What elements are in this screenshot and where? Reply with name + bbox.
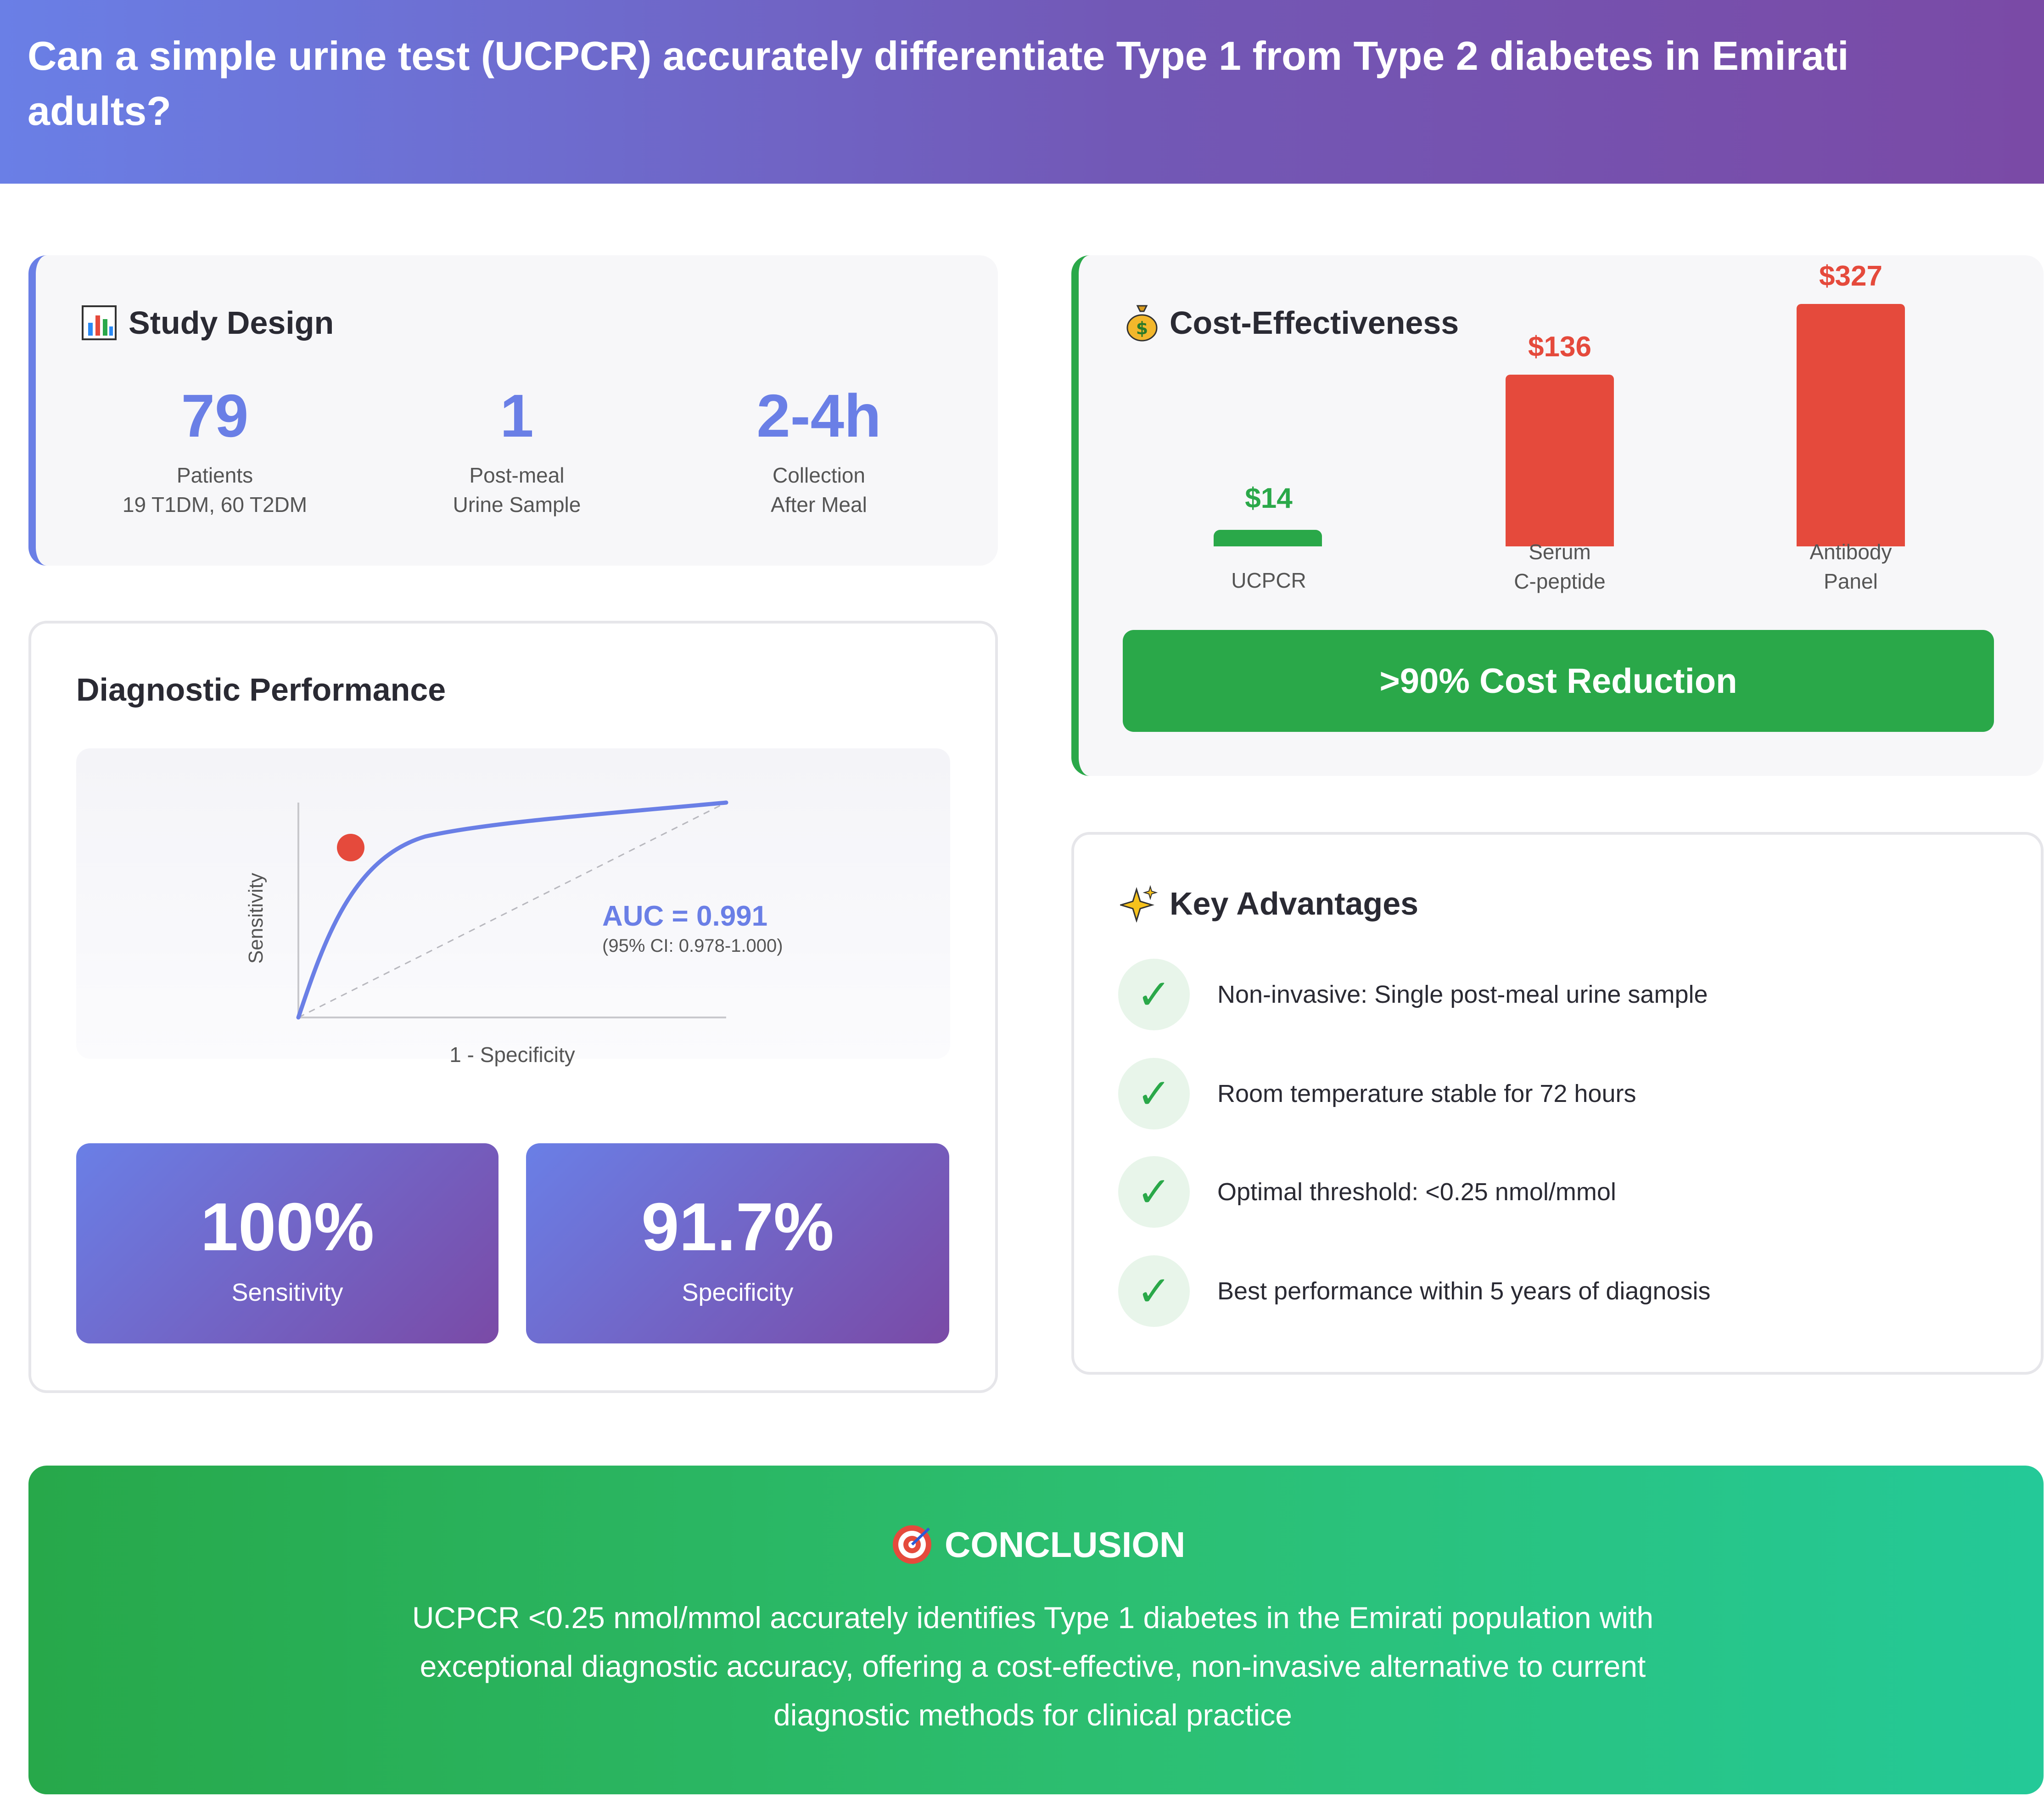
advantage-item: ✓ Best performance within 5 years of dia… xyxy=(1118,1255,1711,1327)
price-serum: $136 xyxy=(1528,331,1591,363)
roc-ci: (95% CI: 0.978-1.000) xyxy=(602,936,783,956)
stat-value: 2-4h xyxy=(756,382,881,450)
target-icon xyxy=(891,1524,933,1565)
roc-curve xyxy=(296,800,728,1020)
study-design-card xyxy=(28,255,998,566)
stat-label: Collection xyxy=(773,463,865,487)
advantages-title: Key Advantages xyxy=(1170,886,1419,921)
stat-label: Post-meal xyxy=(469,463,565,487)
sensitivity-label: Sensitivity xyxy=(231,1279,343,1306)
price-antibody: $327 xyxy=(1819,260,1882,292)
check-icon: ✓ xyxy=(1118,1156,1190,1228)
bar-label-line2: Panel xyxy=(1824,569,1878,593)
cost-reduction-banner: >90% Cost Reduction xyxy=(1123,630,1994,732)
bar-label-line2: C-peptide xyxy=(1514,569,1606,593)
stat-label: Patients xyxy=(176,463,253,487)
conclusion-card xyxy=(28,1466,2044,1794)
roc-optimal-point xyxy=(337,834,364,861)
bar-label-antibody: Antibody Panel xyxy=(1782,537,1920,596)
svg-text:$: $ xyxy=(1136,318,1148,338)
advantage-item: ✓ Room temperature stable for 72 hours xyxy=(1118,1058,1636,1129)
specificity-box: 91.7% Specificity xyxy=(526,1143,949,1343)
bar-ucpcr xyxy=(1214,530,1322,546)
conclusion-header: CONCLUSION xyxy=(891,1522,1185,1568)
stat-sublabel: Urine Sample xyxy=(453,493,581,517)
bar-chart-icon xyxy=(82,305,117,340)
bar-antibody xyxy=(1797,304,1905,546)
specificity-value: 91.7% xyxy=(641,1189,834,1265)
stat-value: 79 xyxy=(181,382,249,450)
sparkles-icon xyxy=(1118,885,1158,923)
sensitivity-box: 100% Sensitivity xyxy=(76,1143,498,1343)
money-bag-icon: $ xyxy=(1126,304,1159,342)
bar-label-line1: Antibody xyxy=(1809,540,1892,564)
bar-label-ucpcr: UCPCR xyxy=(1231,568,1306,592)
bar-label-serum: Serum C-peptide xyxy=(1491,537,1629,596)
advantage-text: Non-invasive: Single post-meal urine sam… xyxy=(1217,981,1708,1008)
check-icon: ✓ xyxy=(1118,959,1190,1030)
cost-title: Cost-Effectiveness xyxy=(1170,305,1459,341)
roc-y-label-wrap: Sensitivity xyxy=(224,873,288,964)
roc-chart-panel xyxy=(76,748,950,1059)
check-icon: ✓ xyxy=(1118,1058,1190,1129)
advantage-item: ✓ Non-invasive: Single post-meal urine s… xyxy=(1118,959,1708,1030)
check-icon: ✓ xyxy=(1118,1255,1190,1327)
diagnostic-title: Diagnostic Performance xyxy=(76,672,446,708)
header-banner: Can a simple urine test (UCPCR) accurate… xyxy=(0,0,2044,184)
advantage-text: Optimal threshold: <0.25 nmol/mmol xyxy=(1217,1178,1616,1206)
stat-sublabel: 19 T1DM, 60 T2DM xyxy=(122,493,308,517)
conclusion-text: UCPCR <0.25 nmol/mmol accurately identif… xyxy=(412,1601,1654,1732)
advantages-header: Key Advantages xyxy=(1118,882,1419,926)
stat-value: 1 xyxy=(500,382,534,450)
advantage-text: Room temperature stable for 72 hours xyxy=(1217,1080,1636,1107)
bar-serum xyxy=(1506,375,1614,546)
key-advantages-card xyxy=(1071,832,2044,1375)
stat-patients: 79 Patients 19 T1DM, 60 T2DM xyxy=(77,381,353,519)
specificity-label: Specificity xyxy=(682,1279,794,1306)
price-ucpcr: $14 xyxy=(1245,483,1293,514)
roc-reference-line xyxy=(298,802,727,1018)
stat-collection: 2-4h Collection After Meal xyxy=(681,381,957,519)
advantage-item: ✓ Optimal threshold: <0.25 nmol/mmol xyxy=(1118,1156,1616,1228)
cost-header: $ Cost-Effectiveness xyxy=(1126,302,1459,343)
study-design-header: Study Design xyxy=(82,302,334,343)
roc-auc: AUC = 0.991 xyxy=(602,900,768,932)
stat-sublabel: After Meal xyxy=(771,493,867,517)
conclusion-title: CONCLUSION xyxy=(945,1524,1186,1565)
advantage-text: Best performance within 5 years of diagn… xyxy=(1217,1277,1711,1305)
roc-x-label: 1 - Specificity xyxy=(449,1043,575,1067)
study-design-title: Study Design xyxy=(129,305,334,341)
page-title: Can a simple urine test (UCPCR) accurate… xyxy=(28,33,1849,134)
sensitivity-value: 100% xyxy=(200,1189,375,1265)
bar-label-line1: Serum xyxy=(1529,540,1591,564)
stat-samples: 1 Post-meal Urine Sample xyxy=(379,381,655,519)
roc-y-label: Sensitivity xyxy=(245,872,268,964)
roc-curve-chart xyxy=(296,800,728,1020)
